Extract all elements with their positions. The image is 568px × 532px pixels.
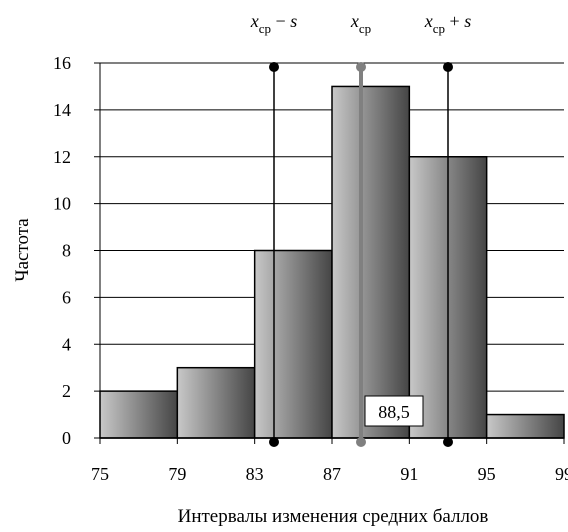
x-tick-label: 79 (168, 464, 186, 484)
y-axis-title: Частота (12, 218, 33, 282)
x-axis-title: Интервалы изменения средних баллов (178, 506, 489, 527)
value-box: 88,5 (364, 395, 424, 427)
x-tick-label: 87 (323, 464, 341, 484)
y-tick-label: 0 (62, 428, 71, 448)
x-tick-label: 95 (478, 464, 496, 484)
marker-dot-top (269, 62, 279, 72)
value-box-label: 88,5 (378, 402, 410, 422)
marker-dot-bottom (443, 437, 453, 447)
x-tick-label: 91 (400, 464, 418, 484)
x-tick-labels: 75 79 83 87 91 95 99 (91, 464, 568, 484)
marker-dot-bottom (269, 437, 279, 447)
y-tick-label: 8 (62, 241, 71, 261)
y-tick-label: 6 (62, 287, 71, 307)
x-tick-label: 99 (555, 464, 568, 484)
histogram-bar (176, 366, 256, 439)
histogram-bar (485, 413, 565, 439)
bars (99, 85, 565, 439)
y-tick-label: 16 (53, 53, 71, 73)
marker-label: xср (350, 11, 371, 36)
marker-label: xср + s (424, 11, 471, 36)
y-tick-label: 4 (62, 334, 71, 354)
histogram-bar (99, 390, 179, 439)
marker-label: xср − s (250, 11, 297, 36)
marker-dot-top (356, 62, 366, 72)
y-tick-labels: 0 2 4 6 8 10 12 14 16 (53, 53, 71, 448)
y-tick-label: 14 (53, 100, 71, 120)
y-tick-label: 2 (62, 381, 71, 401)
x-tick-label: 75 (91, 464, 109, 484)
y-tick-label: 12 (53, 147, 71, 167)
x-tick-label: 83 (246, 464, 264, 484)
markers: xср − s xср xср + s (250, 11, 471, 447)
histogram-bar (331, 85, 411, 439)
marker-dot-bottom (356, 437, 366, 447)
axes (94, 62, 565, 444)
y-tick-label: 10 (53, 194, 71, 214)
marker-dot-top (443, 62, 453, 72)
histogram-bar (253, 249, 333, 439)
